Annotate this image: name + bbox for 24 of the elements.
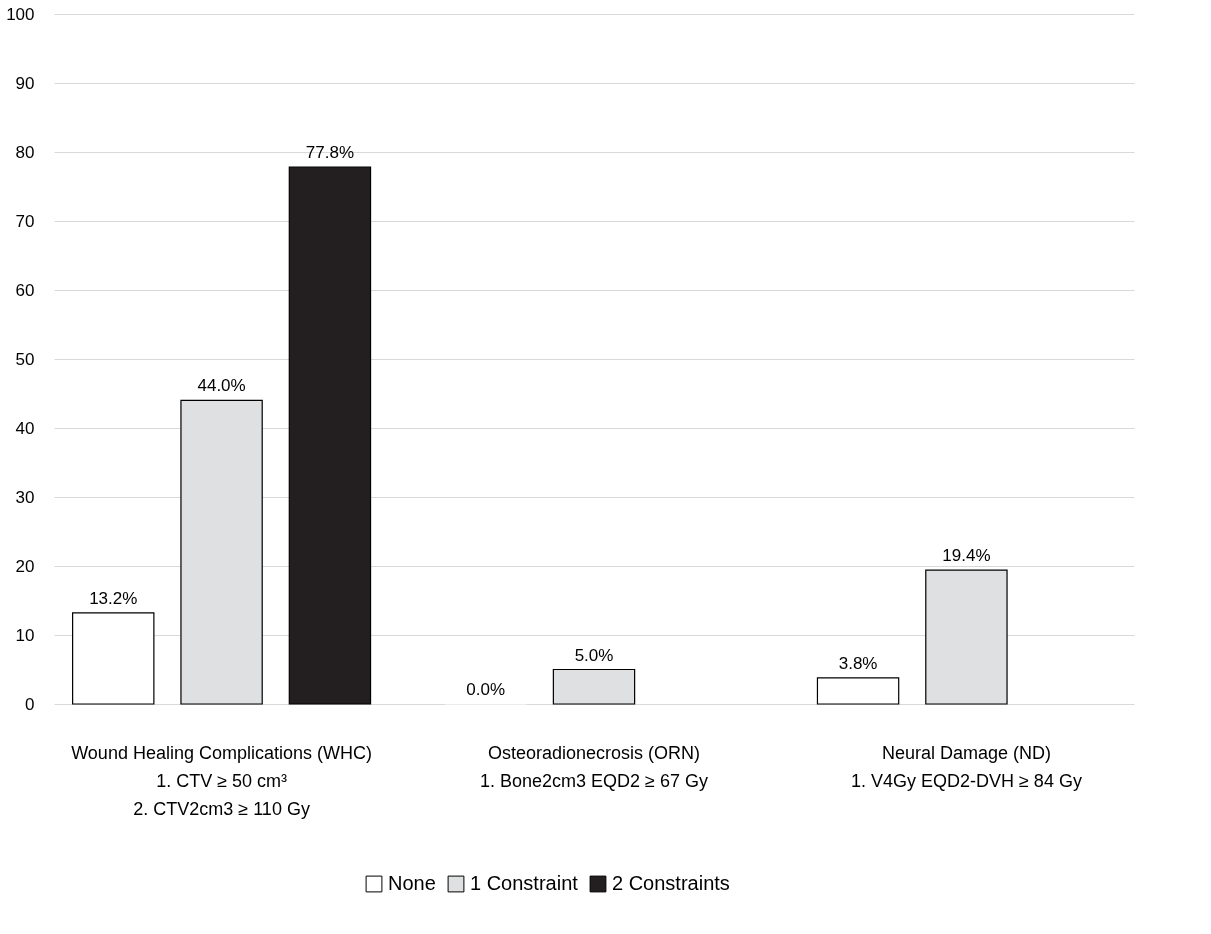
y-tick-label: 40: [15, 418, 35, 438]
legend-label: 2 Constraints: [612, 872, 730, 894]
y-tick-label: 50: [15, 349, 35, 369]
legend-label: None: [388, 872, 436, 894]
data-label: 3.8%: [838, 653, 878, 673]
legend-label: 1 Constraint: [470, 872, 579, 894]
data-label: 13.2%: [89, 588, 138, 608]
data-label: 5.0%: [574, 645, 614, 665]
y-tick-label: 90: [15, 73, 35, 93]
y-tick-label: 70: [15, 211, 35, 231]
y-tick-label: 60: [15, 280, 35, 300]
data-label: 19.4%: [942, 546, 991, 566]
y-tick-label: 10: [15, 625, 35, 645]
y-tick-label: 30: [15, 487, 35, 507]
data-label: 44.0%: [197, 376, 246, 396]
data-label: 0.0%: [466, 680, 506, 699]
data-label: 77.8%: [305, 143, 355, 163]
x-tick-label: Neural Damage (ND) 1. V4Gy EQD2-DVH ≥ 84 Gy: [850, 742, 1082, 791]
y-tick-label: 80: [15, 142, 35, 162]
x-tick-label: Wound Healing Complications (WHC) 1. CTV ≥ 50 cm³ 2. CTV2cm3 ≥ 110 Gy: [71, 742, 372, 819]
y-tick-label: 0: [25, 694, 35, 714]
x-tick-label: Osteoradionecrosis (ORN) 1. Bone2cm3 EQD2 ≥ 67 Gy: [480, 742, 708, 791]
y-tick-label: 100: [6, 4, 35, 24]
y-tick-label: 20: [15, 556, 35, 576]
